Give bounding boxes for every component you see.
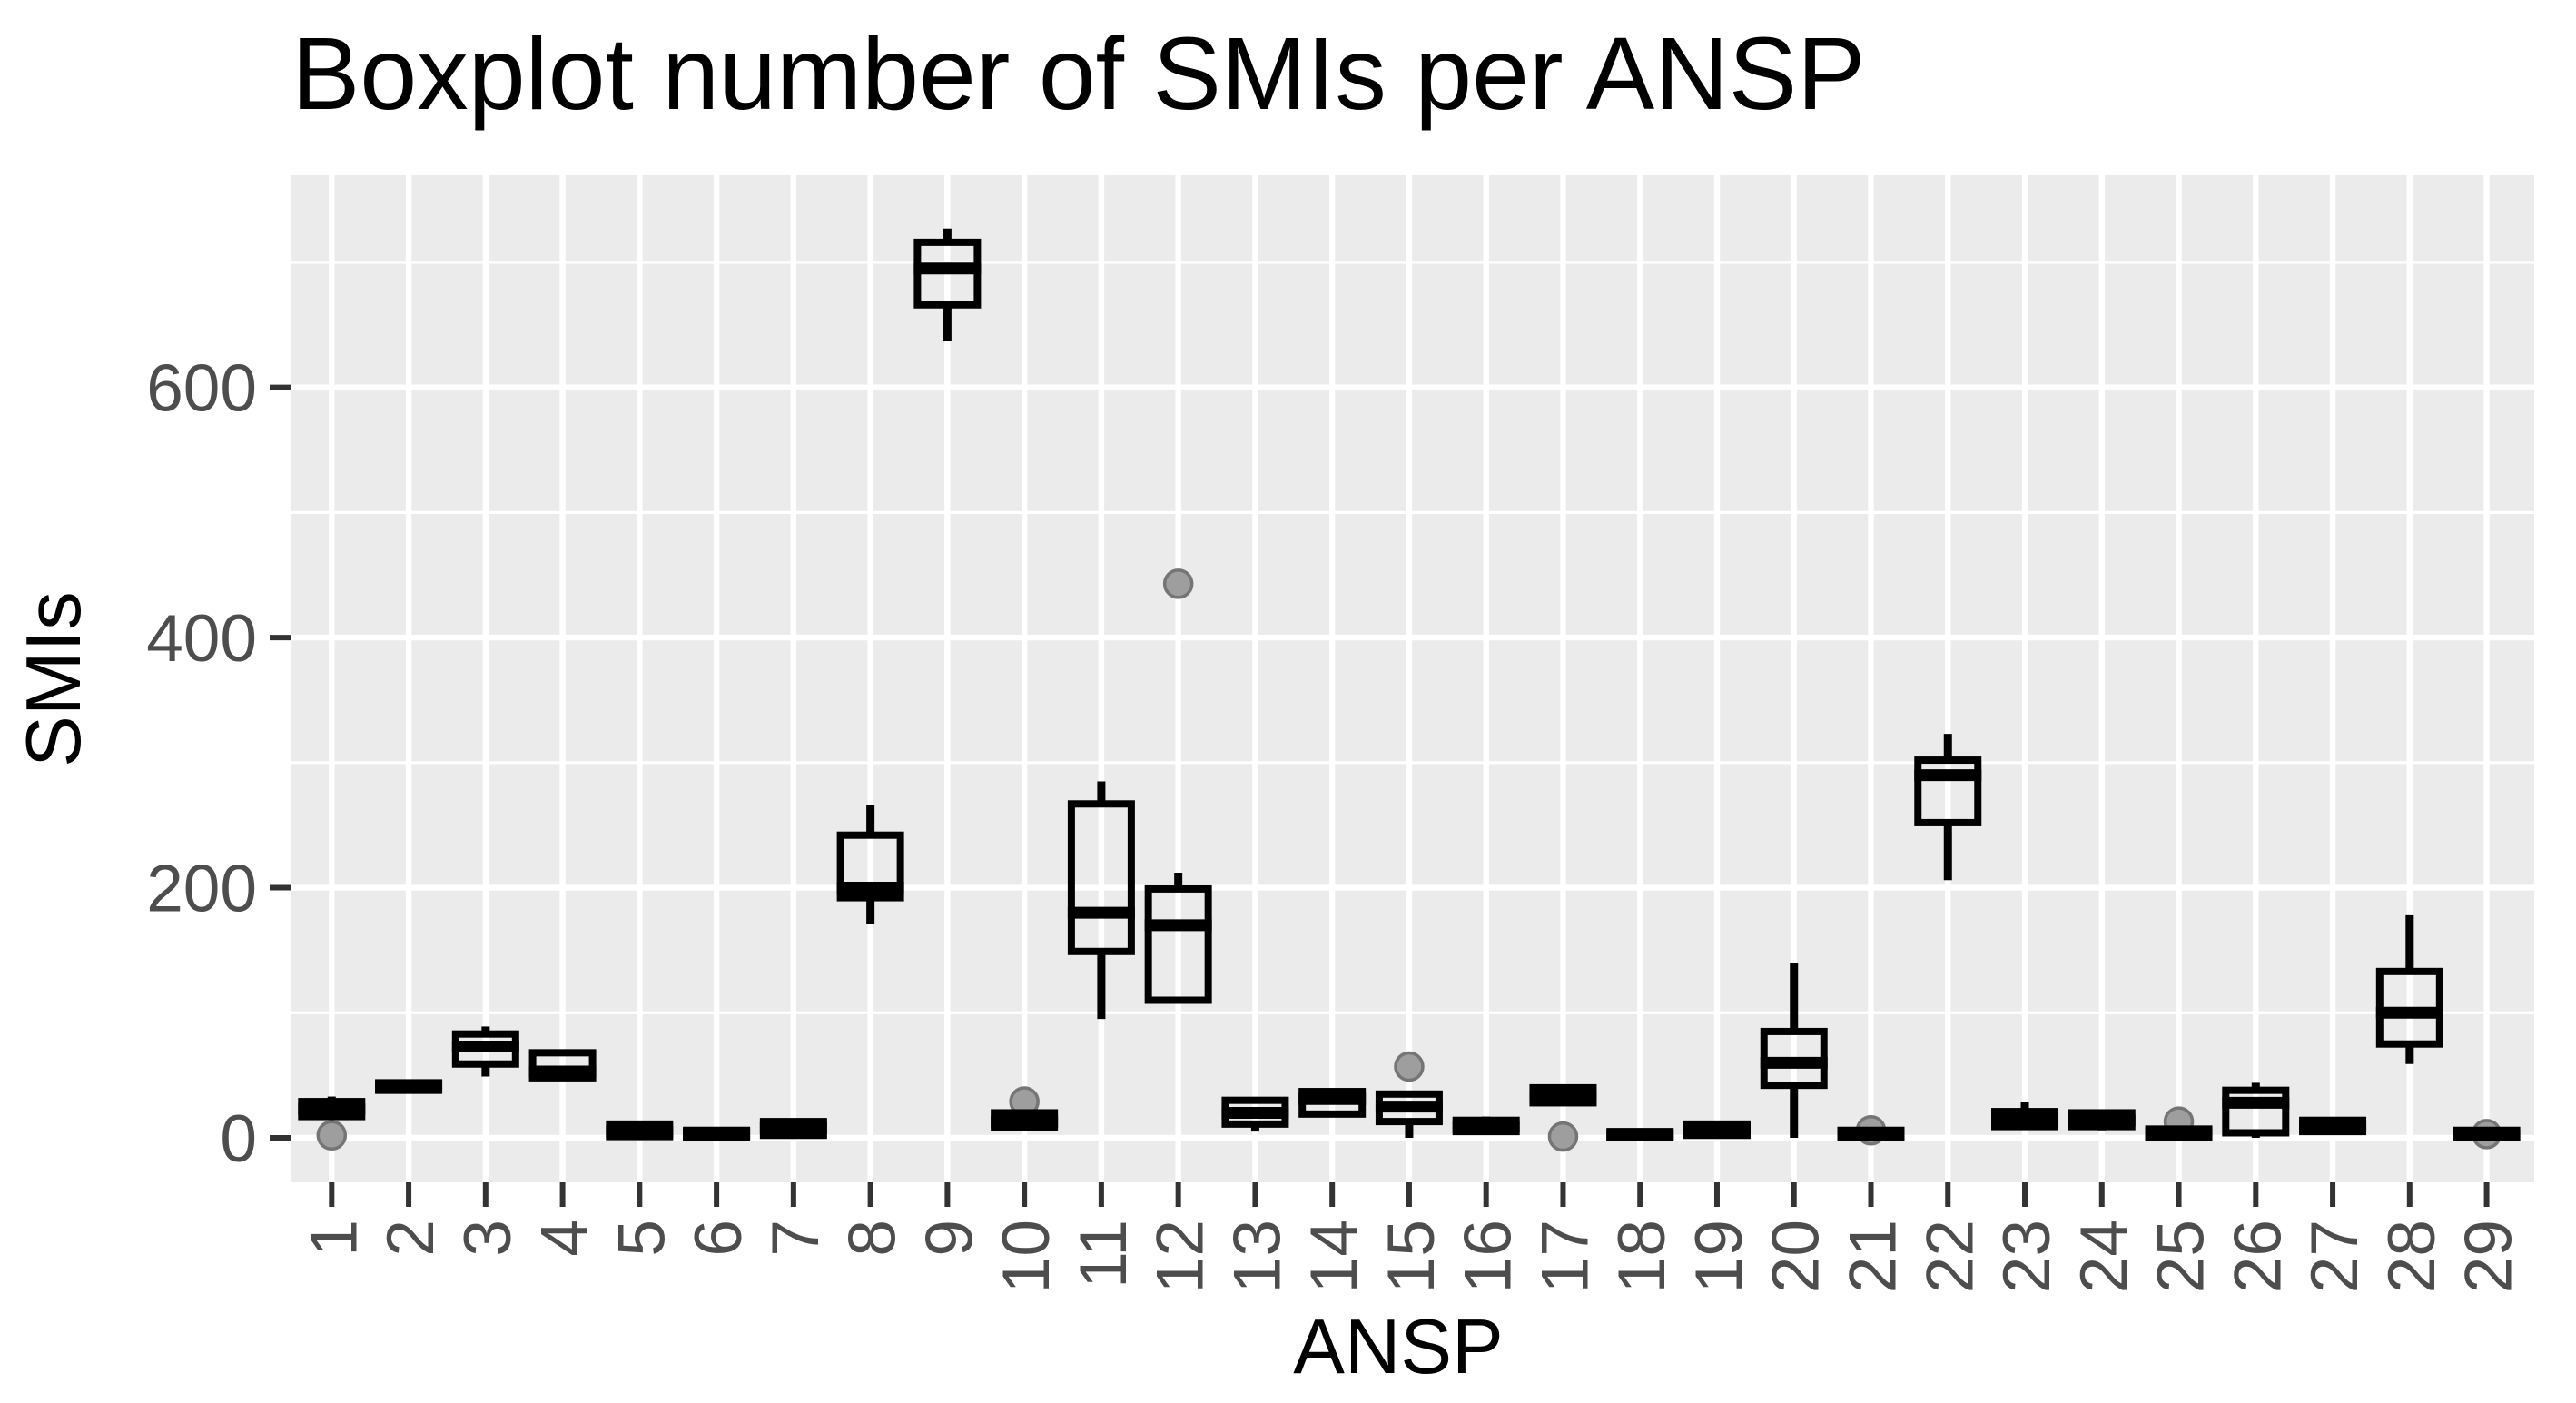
plot-panel [291, 175, 2534, 1182]
iqr-box [2222, 1086, 2290, 1137]
y-tick-label: 0 [220, 1102, 257, 1176]
boxplot-ansp-29 [2453, 1119, 2521, 1150]
x-tick-label: 9 [913, 1220, 986, 1257]
boxplot-ansp-20 [1760, 963, 1828, 1138]
iqr-box [1067, 800, 1135, 955]
x-tick-label: 29 [2453, 1220, 2526, 1293]
boxplot-ansp-25 [2145, 1106, 2213, 1142]
outlier-point [1394, 1051, 1425, 1082]
x-tick-label: 5 [605, 1220, 678, 1257]
iqr-box [836, 831, 904, 902]
x-tick-label: 11 [1067, 1220, 1140, 1289]
x-tick-label: 20 [1760, 1220, 1833, 1293]
axis-ticks [270, 384, 2490, 1207]
x-tick-label: 8 [836, 1220, 910, 1257]
boxplot-ansp-1 [298, 1096, 366, 1151]
boxplot-ansp-22 [1914, 734, 1982, 881]
outlier-point [1547, 1121, 1579, 1152]
iqr-box [1144, 884, 1212, 1004]
boxplot-ansp-26 [2222, 1082, 2290, 1138]
boxplot-ansp-28 [2375, 914, 2443, 1064]
x-tick-label: 28 [2375, 1220, 2449, 1293]
iqr-box [528, 1049, 597, 1082]
x-tick-label: 4 [528, 1220, 602, 1257]
boxplot-ansp-7 [759, 1118, 827, 1140]
x-tick-label: 12 [1144, 1220, 1218, 1293]
y-tick-label: 200 [146, 853, 257, 926]
boxplot-ansp-27 [2299, 1116, 2367, 1136]
boxplot-ansp-14 [1298, 1088, 1367, 1118]
x-tick-label: 1 [297, 1220, 370, 1257]
boxplot-ansp-24 [2068, 1109, 2136, 1131]
boxplot-ansp-17 [1529, 1083, 1597, 1152]
boxplot-ansp-13 [1221, 1096, 1289, 1132]
x-tick-label: 10 [990, 1220, 1063, 1293]
boxplot-ansp-2 [375, 1079, 443, 1094]
boxplot-ansp-21 [1837, 1114, 1905, 1146]
y-tick-label: 600 [146, 352, 257, 426]
x-tick-label: 2 [374, 1220, 448, 1257]
boxplot-ansp-12 [1144, 568, 1212, 1004]
boxplot-ansp-8 [836, 805, 904, 924]
boxplot-ansp-23 [1991, 1102, 2059, 1131]
boxplot-ansp-15 [1375, 1051, 1443, 1138]
gridlines [291, 175, 2534, 1182]
x-tick-label: 15 [1375, 1220, 1448, 1293]
x-tick-label: 13 [1220, 1220, 1294, 1293]
boxplot-ansp-19 [1683, 1120, 1751, 1140]
x-tick-label: 7 [759, 1220, 833, 1257]
x-tick-label: 19 [1683, 1220, 1756, 1293]
outlier-point [316, 1120, 348, 1151]
plot-title: Boxplot number of SMIs per ANSP [291, 16, 1865, 131]
y-tick-label: 400 [146, 602, 257, 676]
x-tick-label: 16 [1452, 1220, 1525, 1293]
x-tick-label: 23 [1990, 1220, 2064, 1293]
boxplot-ansp-5 [606, 1120, 674, 1141]
boxplot-ansp-11 [1067, 781, 1135, 1020]
x-tick-label: 14 [1298, 1220, 1371, 1293]
x-tick-label: 24 [2068, 1220, 2141, 1293]
boxplot-ansp-3 [451, 1026, 519, 1077]
boxplot-ansp-18 [1606, 1128, 1674, 1142]
x-tick-label: 27 [2298, 1220, 2372, 1293]
x-tick-label: 26 [2221, 1220, 2295, 1293]
boxplot-ansp-6 [683, 1126, 751, 1141]
x-tick-label: 21 [1837, 1220, 1910, 1293]
iqr-box [1914, 756, 1982, 826]
x-tick-label: 3 [451, 1220, 525, 1257]
boxplot-ansp-4 [528, 1049, 597, 1082]
boxplots-layer [298, 228, 2521, 1152]
y-axis-title: SMIs [11, 591, 97, 767]
boxplot-ansp-10 [991, 1086, 1059, 1131]
x-tick-label: 17 [1528, 1220, 1602, 1293]
x-tick-label: 25 [2145, 1220, 2218, 1293]
boxplot-ansp-9 [913, 228, 982, 341]
boxplot-ansp-16 [1452, 1116, 1520, 1136]
x-axis-title: ANSP [1293, 1304, 1503, 1390]
outlier-point [1162, 568, 1194, 599]
x-tick-label: 18 [1605, 1220, 1679, 1293]
x-tick-label: 22 [1913, 1220, 1987, 1293]
x-tick-label: 6 [682, 1220, 755, 1257]
